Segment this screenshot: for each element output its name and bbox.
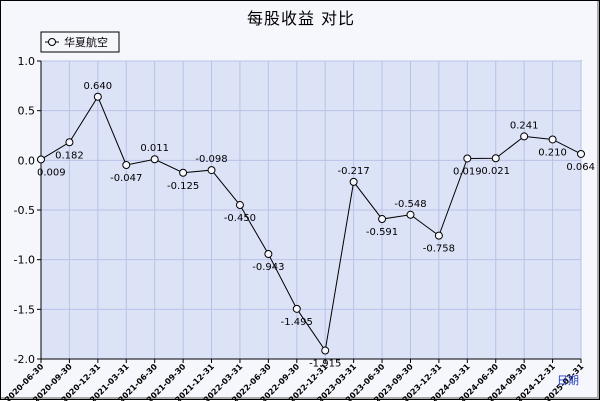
data-point (577, 149, 585, 158)
data-point (93, 92, 102, 101)
data-label: 0.011 (140, 143, 169, 154)
legend: 华夏航空 (40, 31, 120, 53)
data-point (122, 161, 131, 170)
data-label: -1.915 (309, 359, 341, 370)
data-label: 0.241 (510, 120, 539, 131)
legend-marker (48, 38, 56, 46)
y-tick-label: -1.5 (14, 303, 35, 316)
data-label: 0.009 (37, 167, 66, 178)
y-tick-label: 1.0 (18, 55, 36, 68)
data-label: 0.210 (538, 147, 567, 158)
data-label: -0.450 (224, 213, 256, 224)
data-point (264, 250, 273, 259)
legend-box (40, 31, 120, 53)
data-label: -0.758 (423, 244, 455, 255)
data-label: 0.021 (481, 166, 510, 177)
chart-title: 每股收益 对比 (246, 9, 356, 28)
data-label: -0.047 (110, 173, 142, 184)
series-line (40, 95, 582, 352)
data-label: -0.943 (252, 262, 284, 273)
data-point (520, 132, 529, 141)
data-point (378, 215, 387, 224)
data-point (207, 166, 216, 175)
data-point (491, 154, 500, 163)
data-point (65, 138, 74, 147)
data-point (548, 135, 557, 144)
data-label: -0.217 (338, 166, 370, 177)
y-tick-label: 0.0 (18, 154, 36, 167)
data-point (349, 177, 358, 186)
y-tick-label: -1.0 (14, 254, 35, 267)
data-label: 0.182 (55, 150, 84, 161)
data-label: -0.098 (195, 154, 227, 165)
y-tick-label: 0.5 (18, 105, 36, 118)
data-point (179, 168, 188, 177)
data-label: -1.495 (281, 317, 313, 328)
data-point (150, 155, 159, 164)
data-label: 0.640 (84, 81, 113, 92)
legend-label: 华夏航空 (64, 35, 108, 49)
data-label: -0.125 (167, 181, 199, 192)
y-tick-label: -0.5 (14, 204, 35, 217)
data-label: -0.591 (366, 227, 398, 238)
x-axis-title: 日期 (557, 374, 579, 387)
data-label: 0.019 (453, 166, 482, 177)
data-point (235, 201, 244, 210)
data-label: 0.064 (566, 162, 595, 173)
data-point (37, 155, 45, 164)
series-layer: 0.009 0.182 0.640 -0.047 0.011 -0.125 -0.098 -0… (37, 81, 595, 370)
data-point (292, 304, 301, 313)
data-point (321, 346, 330, 355)
data-point (406, 210, 415, 219)
data-point (434, 231, 443, 240)
data-label: -0.548 (394, 199, 426, 210)
y-tick-label: -2.0 (14, 353, 35, 366)
data-point (463, 154, 472, 163)
